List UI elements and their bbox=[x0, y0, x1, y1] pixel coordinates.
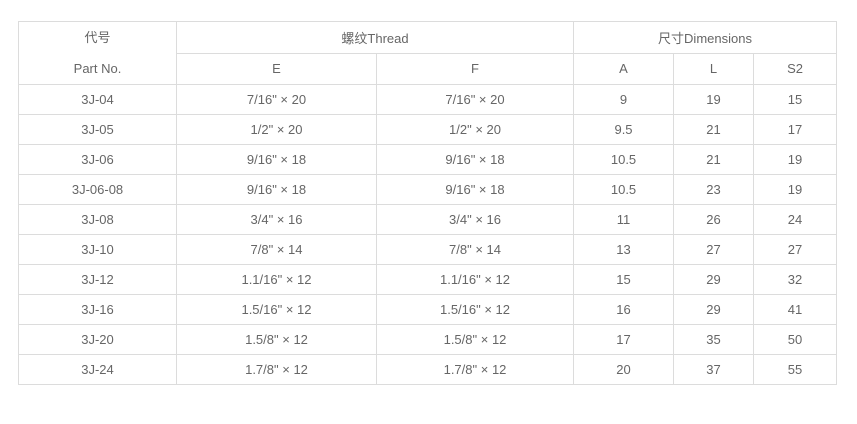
cell-thread-e: 9/16" × 18 bbox=[176, 174, 377, 205]
cell-thread-f: 1.7/8" × 12 bbox=[375, 354, 575, 385]
cell-dim-l: 19 bbox=[673, 84, 755, 115]
cell-thread-f: 1.1/16" × 12 bbox=[375, 264, 575, 295]
table-row: 3J-08 3/4" × 16 3/4" × 16 11 26 24 bbox=[18, 204, 838, 235]
col-group-dimensions: 尺寸Dimensions bbox=[573, 21, 838, 54]
table-row: 3J-04 7/16" × 20 7/16" × 20 9 19 15 bbox=[18, 84, 838, 115]
cell-thread-f: 7/16" × 20 bbox=[375, 84, 575, 115]
cell-dim-a: 9 bbox=[573, 84, 675, 115]
cell-part-no: 3J-10 bbox=[18, 234, 177, 265]
table-row: 3J-05 1/2" × 20 1/2" × 20 9.5 21 17 bbox=[18, 114, 838, 145]
cell-dim-s2: 50 bbox=[753, 324, 838, 355]
col-header-part-no-en: Part No. bbox=[73, 61, 122, 76]
cell-dim-l: 27 bbox=[673, 234, 755, 265]
cell-thread-f: 3/4" × 16 bbox=[375, 204, 575, 235]
cell-part-no: 3J-06-08 bbox=[18, 174, 177, 205]
cell-dim-a: 10.5 bbox=[573, 144, 675, 175]
cell-dim-a: 9.5 bbox=[573, 114, 675, 145]
cell-dim-s2: 55 bbox=[753, 354, 838, 385]
cell-dim-s2: 41 bbox=[753, 294, 838, 325]
cell-thread-f: 1/2" × 20 bbox=[375, 114, 575, 145]
table-row: 3J-12 1.1/16" × 12 1.1/16" × 12 15 29 32 bbox=[18, 264, 838, 295]
cell-dim-l: 23 bbox=[673, 174, 755, 205]
cell-dim-a: 11 bbox=[573, 204, 675, 235]
cell-thread-f: 9/16" × 18 bbox=[375, 174, 575, 205]
cell-part-no: 3J-12 bbox=[18, 264, 177, 295]
cell-dim-s2: 19 bbox=[753, 174, 838, 205]
cell-dim-s2: 17 bbox=[753, 114, 838, 145]
cell-dim-a: 17 bbox=[573, 324, 675, 355]
cell-part-no: 3J-16 bbox=[18, 294, 177, 325]
cell-thread-f: 1.5/16" × 12 bbox=[375, 294, 575, 325]
table-row: 3J-10 7/8" × 14 7/8" × 14 13 27 27 bbox=[18, 234, 838, 265]
cell-dim-a: 20 bbox=[573, 354, 675, 385]
cell-dim-s2: 24 bbox=[753, 204, 838, 235]
cell-thread-e: 1.5/16" × 12 bbox=[176, 294, 377, 325]
cell-dim-l: 29 bbox=[673, 294, 755, 325]
header-row-columns: E F A L S2 bbox=[19, 52, 838, 85]
cell-thread-e: 7/16" × 20 bbox=[176, 84, 377, 115]
cell-thread-e: 1/2" × 20 bbox=[176, 114, 377, 145]
cell-part-no: 3J-06 bbox=[18, 144, 177, 175]
cell-thread-f: 1.5/8" × 12 bbox=[375, 324, 575, 355]
col-header-part-no-cn: 代号 bbox=[84, 30, 111, 45]
table-body: 3J-04 7/16" × 20 7/16" × 20 9 19 15 3J-0… bbox=[18, 84, 838, 385]
col-header-f: F bbox=[375, 52, 575, 85]
cell-dim-l: 37 bbox=[673, 354, 755, 385]
cell-dim-s2: 27 bbox=[753, 234, 838, 265]
header-row-groups: 代号 Part No. 螺纹Thread 尺寸Dimensions bbox=[18, 21, 838, 85]
cell-dim-a: 10.5 bbox=[573, 174, 675, 205]
cell-dim-a: 13 bbox=[573, 234, 675, 265]
cell-part-no: 3J-20 bbox=[18, 324, 177, 355]
col-header-part-no: 代号 Part No. bbox=[18, 21, 177, 85]
cell-dim-s2: 19 bbox=[753, 144, 838, 175]
cell-dim-s2: 32 bbox=[753, 264, 838, 295]
cell-dim-a: 16 bbox=[573, 294, 675, 325]
table-row: 3J-16 1.5/16" × 12 1.5/16" × 12 16 29 41 bbox=[18, 294, 838, 325]
col-group-thread: 螺纹Thread bbox=[175, 21, 575, 54]
cell-thread-e: 1.5/8" × 12 bbox=[176, 324, 377, 355]
cell-dim-l: 29 bbox=[673, 264, 755, 295]
cell-dim-l: 35 bbox=[673, 324, 755, 355]
table-header: 代号 Part No. 螺纹Thread 尺寸Dimensions E F A … bbox=[18, 21, 838, 85]
cell-thread-e: 7/8" × 14 bbox=[176, 234, 377, 265]
cell-thread-e: 9/16" × 18 bbox=[176, 144, 377, 175]
cell-dim-l: 21 bbox=[673, 114, 755, 145]
cell-part-no: 3J-05 bbox=[18, 114, 177, 145]
cell-dim-a: 15 bbox=[573, 264, 675, 295]
part-spec-table: 代号 Part No. 螺纹Thread 尺寸Dimensions E F A … bbox=[18, 21, 838, 385]
cell-thread-f: 9/16" × 18 bbox=[375, 144, 575, 175]
cell-dim-l: 26 bbox=[673, 204, 755, 235]
table-row: 3J-20 1.5/8" × 12 1.5/8" × 12 17 35 50 bbox=[18, 324, 838, 355]
cell-thread-f: 7/8" × 14 bbox=[375, 234, 575, 265]
col-header-s2: S2 bbox=[753, 52, 838, 85]
col-header-e: E bbox=[176, 52, 377, 85]
cell-dim-s2: 15 bbox=[753, 84, 838, 115]
spec-table-container: 代号 Part No. 螺纹Thread 尺寸Dimensions E F A … bbox=[18, 21, 838, 385]
cell-part-no: 3J-04 bbox=[18, 84, 177, 115]
table-row: 3J-06 9/16" × 18 9/16" × 18 10.5 21 19 bbox=[18, 144, 838, 175]
cell-part-no: 3J-08 bbox=[18, 204, 177, 235]
cell-dim-l: 21 bbox=[673, 144, 755, 175]
col-header-a: A bbox=[573, 52, 675, 85]
cell-thread-e: 1.7/8" × 12 bbox=[176, 354, 377, 385]
table-row: 3J-24 1.7/8" × 12 1.7/8" × 12 20 37 55 bbox=[18, 354, 838, 385]
col-header-l: L bbox=[673, 52, 755, 85]
table-row: 3J-06-08 9/16" × 18 9/16" × 18 10.5 23 1… bbox=[18, 174, 838, 205]
cell-thread-e: 1.1/16" × 12 bbox=[176, 264, 377, 295]
cell-part-no: 3J-24 bbox=[18, 354, 177, 385]
cell-thread-e: 3/4" × 16 bbox=[176, 204, 377, 235]
